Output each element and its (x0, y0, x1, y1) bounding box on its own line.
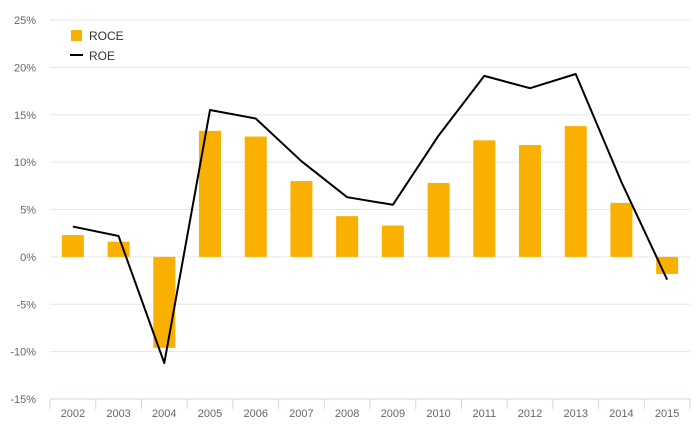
x-tick-label: 2013 (563, 408, 587, 420)
x-tick-label: 2015 (655, 408, 679, 420)
y-tick-label: 5% (20, 205, 36, 217)
roce-bars (61, 126, 679, 348)
y-tick-label: -5% (16, 299, 36, 311)
legend-label-roce: ROCE (89, 29, 124, 43)
x-tick-label: 2010 (426, 408, 450, 420)
bar-roce (199, 130, 221, 257)
bar-roce (244, 136, 267, 257)
y-axis: -15% -10% -5% 0% 5% 10% 15% 20% 25% (10, 15, 36, 406)
x-tick-label: 2006 (243, 408, 267, 420)
y-tick-label: 25% (14, 15, 36, 27)
x-tick-label: 2005 (198, 408, 222, 420)
x-tick-label: 2011 (472, 408, 496, 420)
bar-roce (473, 140, 496, 257)
legend-swatch-roce (71, 30, 82, 41)
legend: ROCE ROE (70, 29, 124, 63)
y-tick-label: -10% (10, 347, 36, 359)
y-tick-label: -15% (10, 394, 36, 406)
y-tick-label: 0% (20, 252, 36, 264)
x-tick-label: 2014 (609, 408, 633, 420)
line-roe (72, 73, 669, 364)
bar-roce (564, 126, 587, 257)
x-axis: 2002 2003 2004 2005 2006 2007 2008 2009 2010 2011… (49, 398, 691, 420)
bar-roce (61, 235, 84, 257)
x-tick-label: 2012 (518, 408, 542, 420)
bar-roce (610, 202, 633, 257)
bar-roce (427, 182, 450, 257)
bar-roce (381, 225, 404, 257)
y-tick-label: 20% (14, 62, 36, 74)
bar-roce (153, 256, 176, 348)
x-tick-label: 2003 (106, 408, 130, 420)
gridlines (50, 19, 690, 353)
bar-roce (519, 145, 541, 257)
legend-label-roe: ROE (89, 49, 115, 63)
x-tick-label: 2007 (289, 408, 313, 420)
x-tick-label: 2004 (152, 408, 176, 420)
y-tick-label: 15% (14, 110, 36, 122)
y-tick-label: 10% (14, 157, 36, 169)
bar-roce (290, 181, 313, 257)
x-tick-label: 2008 (335, 408, 359, 420)
roe-line-group (72, 73, 669, 364)
bar-roce (336, 216, 359, 257)
x-tick-label: 2009 (381, 408, 405, 420)
x-tick-label: 2002 (61, 408, 85, 420)
